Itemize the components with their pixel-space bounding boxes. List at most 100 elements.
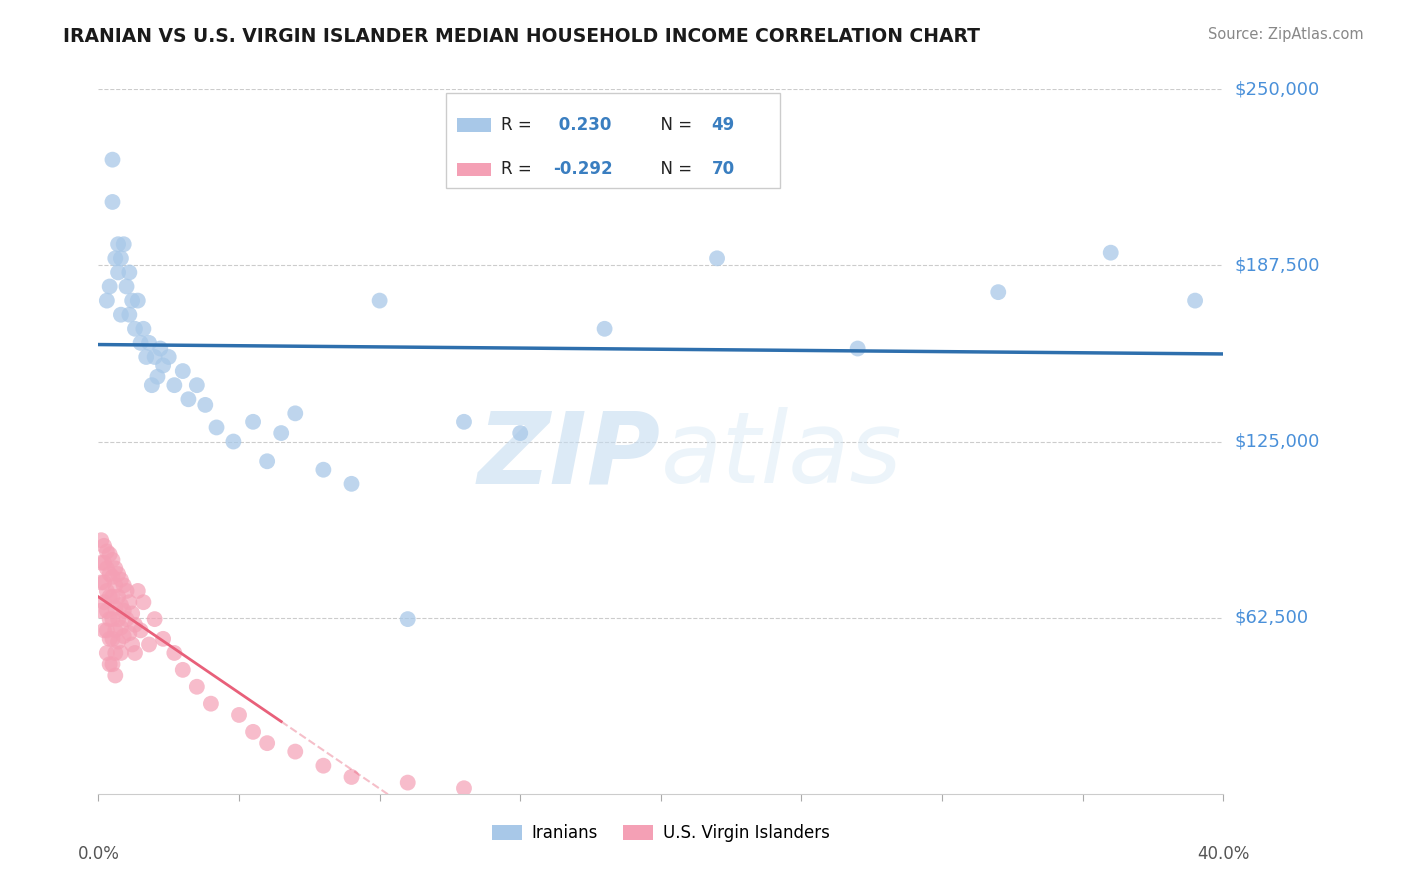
- Point: [124, 617, 146, 632]
- Point: [129, 335, 152, 350]
- Point: [396, 612, 419, 626]
- Point: [121, 293, 143, 308]
- Point: [112, 604, 135, 618]
- Point: [93, 539, 115, 553]
- Point: [138, 638, 160, 652]
- Text: $125,000: $125,000: [1234, 433, 1320, 450]
- Legend: Iranians, U.S. Virgin Islanders: Iranians, U.S. Virgin Islanders: [485, 818, 837, 849]
- Point: [228, 708, 250, 723]
- Point: [110, 621, 132, 635]
- Point: [98, 657, 121, 672]
- Point: [132, 322, 155, 336]
- Text: IRANIAN VS U.S. VIRGIN ISLANDER MEDIAN HOUSEHOLD INCOME CORRELATION CHART: IRANIAN VS U.S. VIRGIN ISLANDER MEDIAN H…: [63, 27, 980, 45]
- Point: [172, 663, 194, 677]
- Point: [96, 544, 118, 558]
- Point: [194, 398, 217, 412]
- Text: R =: R =: [502, 116, 537, 134]
- Point: [101, 657, 124, 672]
- Point: [115, 583, 138, 598]
- Point: [152, 359, 174, 373]
- Point: [107, 237, 129, 252]
- Point: [135, 350, 157, 364]
- FancyBboxPatch shape: [457, 162, 491, 176]
- Point: [104, 561, 127, 575]
- Point: [90, 575, 112, 590]
- Point: [107, 590, 129, 604]
- Point: [110, 308, 132, 322]
- Point: [256, 736, 278, 750]
- Point: [593, 322, 616, 336]
- Point: [118, 308, 141, 322]
- Point: [112, 578, 135, 592]
- Point: [98, 547, 121, 561]
- Text: $187,500: $187,500: [1234, 256, 1320, 275]
- Point: [104, 600, 127, 615]
- Point: [177, 392, 200, 407]
- Point: [222, 434, 245, 449]
- Point: [127, 293, 149, 308]
- Point: [129, 624, 152, 638]
- Point: [96, 561, 118, 575]
- Point: [186, 378, 208, 392]
- Point: [90, 604, 112, 618]
- Point: [163, 646, 186, 660]
- Point: [132, 595, 155, 609]
- Text: 0.0%: 0.0%: [77, 845, 120, 863]
- Text: $250,000: $250,000: [1234, 80, 1320, 98]
- Point: [118, 265, 141, 279]
- Point: [101, 153, 124, 167]
- Point: [104, 624, 127, 638]
- Point: [453, 781, 475, 796]
- Point: [172, 364, 194, 378]
- Point: [110, 646, 132, 660]
- Point: [110, 598, 132, 612]
- Point: [152, 632, 174, 646]
- Point: [101, 194, 124, 209]
- Point: [104, 578, 127, 592]
- Point: [112, 629, 135, 643]
- Point: [124, 646, 146, 660]
- Point: [96, 624, 118, 638]
- Text: atlas: atlas: [661, 407, 903, 504]
- Point: [90, 556, 112, 570]
- Point: [163, 378, 186, 392]
- Point: [101, 570, 124, 584]
- Text: 49: 49: [711, 116, 735, 134]
- Text: Source: ZipAtlas.com: Source: ZipAtlas.com: [1208, 27, 1364, 42]
- Point: [115, 279, 138, 293]
- Point: [121, 638, 143, 652]
- Point: [368, 293, 391, 308]
- Point: [340, 770, 363, 784]
- Point: [110, 252, 132, 266]
- Point: [509, 426, 531, 441]
- Point: [149, 342, 172, 356]
- Point: [93, 575, 115, 590]
- Point: [101, 612, 124, 626]
- Point: [846, 342, 869, 356]
- Point: [93, 556, 115, 570]
- Text: 70: 70: [711, 161, 735, 178]
- Point: [127, 583, 149, 598]
- Point: [98, 279, 121, 293]
- Point: [104, 668, 127, 682]
- Point: [270, 426, 292, 441]
- Point: [96, 293, 118, 308]
- Point: [312, 758, 335, 772]
- Text: $62,500: $62,500: [1234, 608, 1309, 627]
- Point: [284, 745, 307, 759]
- Point: [110, 573, 132, 587]
- Point: [98, 612, 121, 626]
- Point: [284, 406, 307, 420]
- Point: [242, 724, 264, 739]
- Point: [115, 612, 138, 626]
- Point: [107, 634, 129, 648]
- Text: N =: N =: [650, 161, 697, 178]
- Point: [1184, 293, 1206, 308]
- Point: [107, 265, 129, 279]
- Point: [93, 595, 115, 609]
- Point: [101, 590, 124, 604]
- Point: [141, 378, 163, 392]
- FancyBboxPatch shape: [457, 119, 491, 132]
- Point: [138, 335, 160, 350]
- Point: [118, 626, 141, 640]
